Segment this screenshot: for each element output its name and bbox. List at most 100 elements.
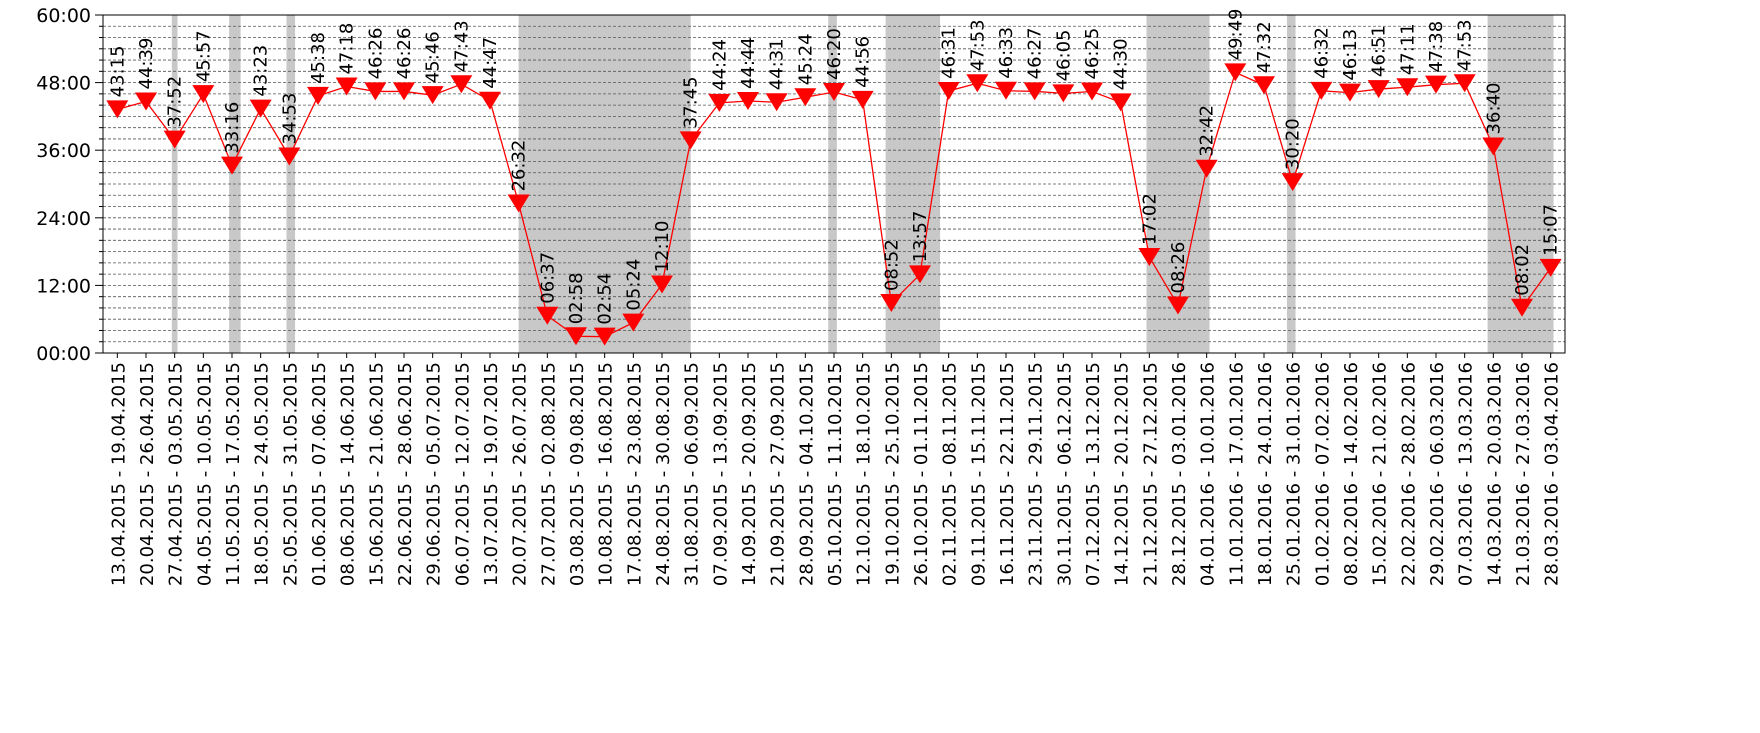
data-point xyxy=(1453,74,1476,93)
data-point xyxy=(1081,82,1103,101)
data-label: 46:32 xyxy=(1311,27,1332,79)
x-tick-label: 11.01.2016 - 17.01.2016 xyxy=(1226,362,1247,586)
data-point xyxy=(507,194,530,213)
data-point xyxy=(1109,93,1132,112)
data-label: 45:46 xyxy=(423,31,444,83)
x-tick-label: 25.05.2015 - 31.05.2015 xyxy=(280,362,301,586)
x-tick-label: 09.11.2015 - 15.11.2015 xyxy=(968,362,989,586)
data-point xyxy=(421,86,444,105)
data-label: 47:53 xyxy=(1455,19,1476,71)
x-tick-label: 30.11.2015 - 06.12.2015 xyxy=(1054,362,1075,586)
data-point xyxy=(1511,298,1533,317)
data-label: 47:43 xyxy=(451,20,472,72)
data-label: 08:52 xyxy=(881,239,902,291)
data-label: 37:52 xyxy=(165,76,186,128)
data-point xyxy=(565,327,587,346)
x-tick-label: 01.06.2015 - 07.06.2015 xyxy=(309,362,330,586)
data-point xyxy=(163,130,186,149)
x-tick-labels: 13.04.2015 - 19.04.2015 20.04.2015 - 26.0… xyxy=(108,362,1562,586)
data-label: 44:30 xyxy=(1111,38,1132,90)
x-tick-label: 13.04.2015 - 19.04.2015 xyxy=(108,362,129,586)
data-label: 47:11 xyxy=(1397,23,1418,75)
y-tick-labels: 00:00 12:00 24:00 36:00 48:00 60:00 xyxy=(36,5,91,365)
y-tick-label: 00:00 xyxy=(36,343,91,365)
data-label: 36:40 xyxy=(1483,83,1504,135)
data-point xyxy=(593,327,616,346)
x-tick-label: 04.01.2016 - 10.01.2016 xyxy=(1198,362,1219,586)
data-label: 02:58 xyxy=(566,272,587,324)
data-point xyxy=(794,88,817,107)
data-label: 47:38 xyxy=(1426,21,1447,73)
x-tick-label: 17.08.2015 - 23.08.2015 xyxy=(624,362,645,586)
data-label: 46:26 xyxy=(365,28,386,80)
data-label: 32:42 xyxy=(1197,105,1218,157)
data-point xyxy=(880,294,903,313)
data-label: 26:32 xyxy=(509,140,530,192)
data-point xyxy=(1310,81,1333,100)
data-label: 47:32 xyxy=(1254,21,1275,73)
x-tick-label: 05.10.2015 - 11.10.2015 xyxy=(825,362,846,586)
x-tick-label: 31.08.2015 - 06.09.2015 xyxy=(682,362,703,586)
data-point xyxy=(995,81,1017,100)
data-point xyxy=(307,86,329,105)
x-tick-label: 15.02.2016 - 21.02.2016 xyxy=(1370,362,1391,586)
data-point xyxy=(966,74,989,93)
x-tick-label: 19.10.2015 - 25.10.2015 xyxy=(882,362,903,586)
data-point xyxy=(1425,75,1447,94)
series-markers xyxy=(106,63,1562,346)
data-point xyxy=(221,156,243,175)
x-tick-label: 26.10.2015 - 01.11.2015 xyxy=(911,362,932,586)
data-label: 46:20 xyxy=(824,28,845,80)
data-point xyxy=(708,93,731,112)
x-tick-label: 27.04.2015 - 03.05.2015 xyxy=(166,362,187,586)
data-point xyxy=(1195,159,1218,178)
data-label: 46:33 xyxy=(996,27,1017,79)
data-point xyxy=(106,100,129,119)
data-point xyxy=(937,81,960,100)
data-label: 17:02 xyxy=(1139,193,1160,245)
data-label: 46:26 xyxy=(394,28,415,80)
data-point xyxy=(737,92,759,111)
x-tick-label: 14.09.2015 - 20.09.2015 xyxy=(739,362,760,586)
data-point xyxy=(536,306,559,325)
x-tick-label: 14.03.2016 - 20.03.2016 xyxy=(1484,362,1505,586)
x-tick-label: 23.11.2015 - 29.11.2015 xyxy=(1026,362,1047,586)
data-point xyxy=(1339,83,1361,102)
x-tick-label: 07.03.2016 - 13.03.2016 xyxy=(1456,362,1477,586)
data-point xyxy=(651,275,673,294)
data-label: 44:39 xyxy=(136,38,157,90)
data-label: 46:05 xyxy=(1053,30,1074,82)
data-label: 43:23 xyxy=(251,45,272,97)
x-tick-label: 07.09.2015 - 13.09.2015 xyxy=(710,362,731,586)
data-label: 46:27 xyxy=(1025,27,1046,79)
data-point xyxy=(1138,248,1161,267)
x-tick-label: 24.08.2015 - 30.08.2015 xyxy=(653,362,674,586)
x-tick-label: 08.06.2015 - 14.06.2015 xyxy=(338,362,359,586)
x-tick-label: 28.12.2015 - 03.01.2016 xyxy=(1169,362,1190,586)
x-tick-label: 22.02.2016 - 28.02.2016 xyxy=(1398,362,1419,586)
y-tick-label: 36:00 xyxy=(36,140,91,162)
data-point xyxy=(679,131,702,150)
data-label: 34:53 xyxy=(279,93,300,145)
data-label: 30:20 xyxy=(1283,118,1304,170)
x-tick-label: 28.09.2015 - 04.10.2015 xyxy=(796,362,817,586)
data-label: 08:02 xyxy=(1512,244,1533,296)
x-tick-label: 27.07.2015 - 02.08.2015 xyxy=(538,362,559,586)
x-tick-label: 03.08.2015 - 09.08.2015 xyxy=(567,362,588,586)
x-tick-label: 16.11.2015 - 22.11.2015 xyxy=(997,362,1018,586)
data-label: 45:57 xyxy=(193,30,214,82)
data-label: 37:45 xyxy=(681,76,702,128)
data-labels: 43:15 44:39 37:52 45:57 33:16 43:23 34:53 45:38… xyxy=(107,8,1561,324)
data-label: 44:47 xyxy=(480,37,501,89)
x-tick-label: 29.06.2015 - 05.07.2015 xyxy=(424,362,445,586)
data-point xyxy=(450,75,473,94)
data-label: 47:18 xyxy=(337,23,358,75)
y-tick-label: 12:00 xyxy=(36,275,91,297)
x-tick-label: 21.03.2016 - 27.03.2016 xyxy=(1513,362,1534,586)
data-point xyxy=(1224,63,1247,82)
x-tick-label: 20.07.2015 - 26.07.2015 xyxy=(510,362,531,586)
y-tick-label: 60:00 xyxy=(36,5,91,27)
data-point xyxy=(1539,258,1562,277)
data-label: 46:31 xyxy=(939,27,960,79)
data-label: 12:10 xyxy=(652,221,673,273)
